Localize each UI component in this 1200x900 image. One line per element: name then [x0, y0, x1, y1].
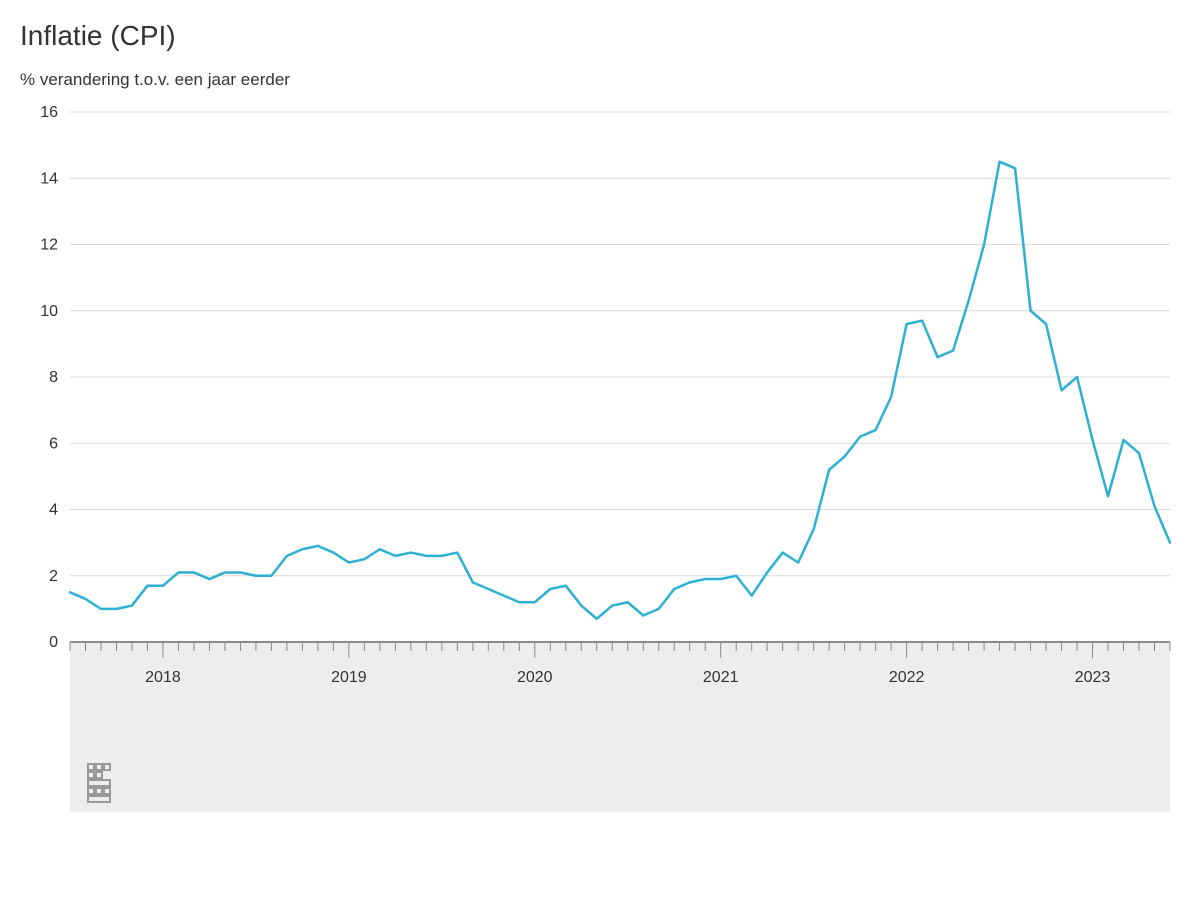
x-tick-label: 2020 [517, 669, 553, 686]
x-tick-label: 2022 [889, 669, 925, 686]
x-tick-label: 2019 [331, 669, 367, 686]
y-tick-label: 16 [40, 104, 58, 121]
x-tick-label: 2023 [1075, 669, 1111, 686]
y-tick-label: 2 [49, 568, 58, 585]
x-tick-label: 2021 [703, 669, 739, 686]
y-tick-label: 12 [40, 237, 58, 254]
inflation-line [70, 162, 1170, 619]
y-tick-label: 6 [49, 435, 58, 452]
chart-svg: 0 2 4 6 8 10 12 14 16 2018 2019 2020 2021 2022 2023 [20, 102, 1180, 822]
chart-title: Inflatie (CPI) [20, 20, 1180, 52]
plot-area: 0 2 4 6 8 10 12 14 16 2018 2019 2020 2021 2022 2023 [20, 102, 1180, 822]
x-tick-label: 2018 [145, 669, 181, 686]
y-tick-label: 10 [40, 303, 58, 320]
y-tick-label: 4 [49, 502, 58, 519]
chart-container: Inflatie (CPI) % verandering t.o.v. een … [20, 20, 1180, 880]
y-tick-label: 14 [40, 170, 58, 187]
y-tick-label: 0 [49, 634, 58, 651]
y-tick-label: 8 [49, 369, 58, 386]
chart-subtitle: % verandering t.o.v. een jaar eerder [20, 70, 1180, 90]
